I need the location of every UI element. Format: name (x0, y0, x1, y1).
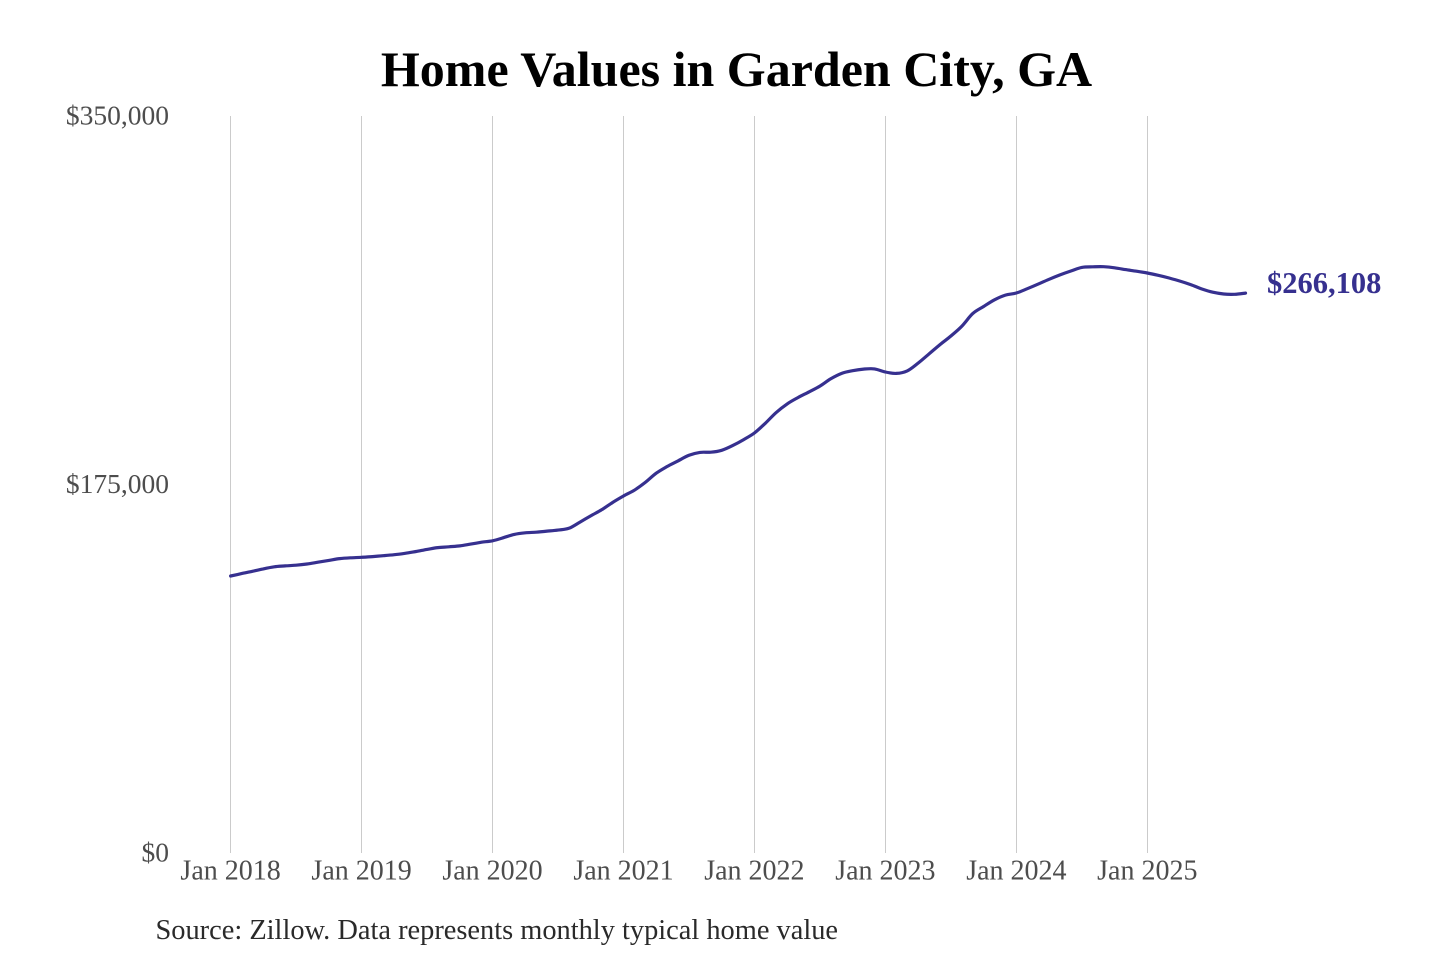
svg-text:Jan 2019: Jan 2019 (311, 856, 411, 887)
svg-text:Jan 2021: Jan 2021 (573, 856, 673, 887)
svg-text:Jan 2025: Jan 2025 (1097, 856, 1197, 887)
svg-text:Home Values in Garden City, GA: Home Values in Garden City, GA (381, 41, 1092, 97)
svg-text:Jan 2023: Jan 2023 (835, 856, 935, 887)
svg-text:$350,000: $350,000 (66, 99, 169, 130)
svg-text:$266,108: $266,108 (1267, 266, 1381, 300)
svg-text:$175,000: $175,000 (66, 468, 169, 499)
svg-text:Jan 2018: Jan 2018 (180, 856, 280, 887)
svg-text:Jan 2022: Jan 2022 (704, 856, 804, 887)
svg-text:Source: Zillow. Data represent: Source: Zillow. Data represents monthly … (156, 915, 839, 946)
svg-text:Jan 2024: Jan 2024 (966, 856, 1066, 887)
svg-text:Jan 2020: Jan 2020 (442, 856, 542, 887)
svg-text:$0: $0 (142, 837, 170, 868)
